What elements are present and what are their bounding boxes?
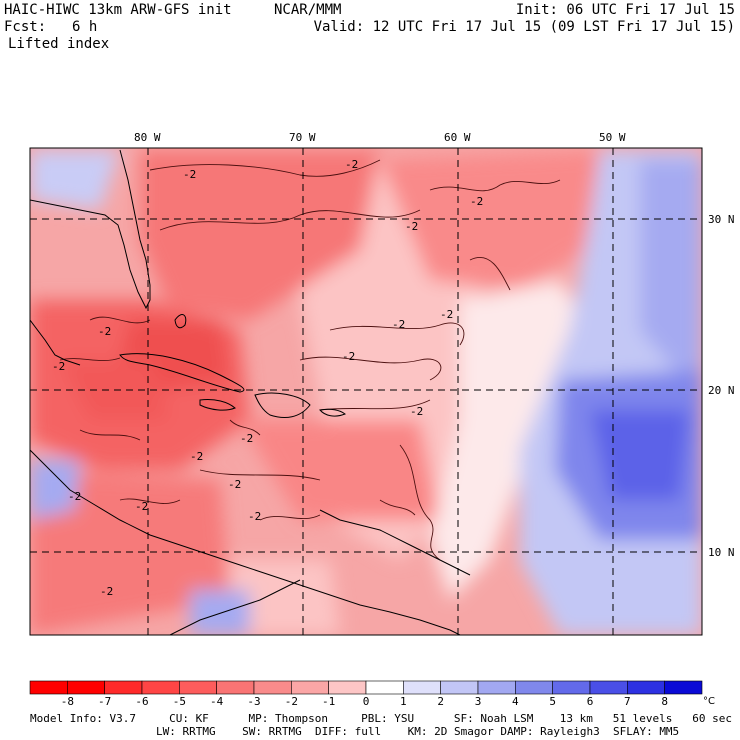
- colorbar-swatch: [365, 680, 404, 695]
- init-time: Init: 06 UTC Fri 17 Jul 15: [515, 2, 735, 18]
- colorbar-swatch: [291, 680, 329, 695]
- physics-info-line: LW: RRTMG SW: RRTMG DIFF: full KM: 2D Sm…: [156, 725, 680, 738]
- contour-lines: [59, 159, 561, 561]
- colorbar-tick-label: -8: [61, 695, 74, 708]
- colorbar-swatch: [179, 680, 217, 695]
- colorbar-tick-label: 8: [661, 695, 668, 708]
- lat-label-10n: 10 N: [708, 546, 735, 559]
- colorbar-swatch: [552, 680, 591, 695]
- colorbar-tick-label: 7: [624, 695, 631, 708]
- contour-label: -2: [410, 405, 423, 418]
- lat-label-20n: 20 N: [708, 384, 735, 397]
- cuba-island: [119, 353, 245, 393]
- contour-label: -2: [440, 308, 453, 321]
- colorbar-swatch: [627, 680, 665, 695]
- contour-label: -2: [342, 350, 355, 363]
- islands: [119, 314, 346, 418]
- axis-labels: 80 W 70 W 60 W 50 W 30 N 20 N 10 N: [134, 131, 735, 559]
- colorbar-tick-label: -2: [285, 695, 298, 708]
- lat-label-30n: 30 N: [708, 213, 735, 226]
- colorbar-swatch: [589, 680, 628, 695]
- model-info-line: Model Info: V3.7 CU: KF MP: Thompson PBL…: [30, 712, 732, 725]
- lat-lon-grid: [30, 148, 702, 635]
- hispaniola-island: [254, 392, 311, 418]
- colorbar-tick-label: 6: [587, 695, 594, 708]
- colorbar-swatch: [515, 680, 553, 695]
- colorbar-swatch: [29, 680, 68, 695]
- bahamas-island: [174, 314, 187, 329]
- contour-label: -2: [392, 318, 405, 331]
- colorbar-swatch: [67, 680, 105, 695]
- puerto-rico-island: [319, 408, 346, 417]
- colorbar-swatch: [104, 680, 143, 695]
- colorbar-tick-label: 4: [512, 695, 519, 708]
- contour-label: -2: [470, 195, 483, 208]
- shaded-field: [30, 148, 702, 635]
- contour-label: -2: [135, 500, 148, 513]
- contour-label: -2: [68, 490, 81, 503]
- colorbar-tick-label: 2: [437, 695, 444, 708]
- contour-label-group: -2 -2 -2 -2 -2 -2 -2 -2 -2 -2 -2 -2 -2 -…: [52, 158, 483, 598]
- contour-label: -2: [345, 158, 358, 171]
- coastlines: [30, 149, 471, 635]
- colorbar-swatch: [477, 680, 516, 695]
- lon-label-50w: 50 W: [599, 131, 626, 144]
- colorbar-tick-label: -7: [98, 695, 111, 708]
- contour-label: -2: [98, 325, 111, 338]
- model-title: HAIC-HIWC 13km ARW-GFS init: [4, 2, 232, 18]
- colorbar-tick-label: 3: [475, 695, 482, 708]
- plot-frame: [29, 147, 703, 636]
- contour-label: -2: [190, 450, 203, 463]
- colorbar-tick-label: -1: [322, 695, 335, 708]
- contour-label: -2: [248, 510, 261, 523]
- colorbar-tick-label: 5: [549, 695, 556, 708]
- contour-label: -2: [183, 168, 196, 181]
- colorbar-tick-label: 1: [400, 695, 407, 708]
- colorbar-tick-label: -3: [247, 695, 260, 708]
- colorbar-tick-label: -5: [173, 695, 186, 708]
- org-label: NCAR/MMM: [274, 2, 342, 18]
- colorbar-swatch: [141, 680, 180, 695]
- forecast-hour: 6 h: [72, 19, 98, 35]
- colorbar-swatch: [403, 680, 441, 695]
- field-name: Lifted index: [8, 36, 110, 52]
- colorbar-tick-label: -4: [210, 695, 224, 708]
- contour-label: -2: [100, 585, 113, 598]
- colorbar: -8 -7 -6 -5 -4 -3 -2 -1 0 1 2 3 4 5 6 7 8 °C: [29, 680, 715, 708]
- colorbar-unit: °C: [703, 696, 715, 707]
- lon-label-80w: 80 W: [134, 131, 161, 144]
- valid-time: Valid: 12 UTC Fri 17 Jul 15 (09 LST Fri …: [313, 19, 735, 35]
- contour-label: -2: [405, 220, 418, 233]
- colorbar-tick-label: -6: [135, 695, 148, 708]
- contour-label: -2: [240, 432, 253, 445]
- lon-label-60w: 60 W: [444, 131, 471, 144]
- colorbar-swatch: [328, 680, 367, 695]
- forecast-label: Fcst:: [4, 19, 47, 35]
- colorbar-swatch: [216, 680, 255, 695]
- colorbar-tick-label: 0: [363, 695, 370, 708]
- contour-label: -2: [52, 360, 65, 373]
- colorbar-swatch: [440, 680, 479, 695]
- jamaica-island: [199, 399, 236, 411]
- colorbar-swatch: [664, 680, 703, 695]
- colorbar-swatch: [253, 680, 292, 695]
- contour-label: -2: [228, 478, 241, 491]
- lon-label-70w: 70 W: [289, 131, 316, 144]
